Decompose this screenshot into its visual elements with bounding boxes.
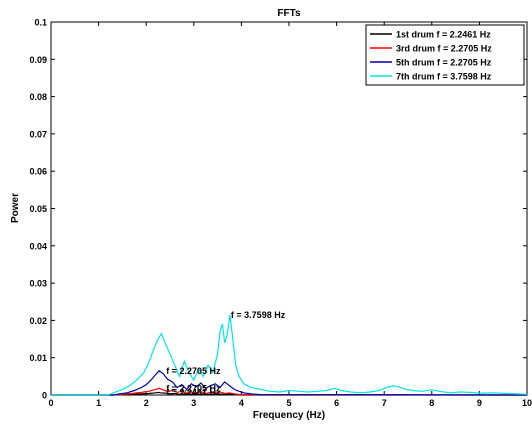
legend-entry: 3rd drum f = 2.2705 Hz	[396, 44, 492, 54]
annotation-layer: f = 3.7598 Hzf = 2.2705 Hzf = 2.2705 Hzf…	[166, 310, 286, 398]
y-tick-label: 0.07	[29, 129, 47, 139]
series-line-4	[51, 314, 528, 396]
legend-entry: 5th drum f = 2.2705 Hz	[396, 58, 492, 68]
x-tick-label: 4	[239, 398, 244, 408]
series-line-2	[51, 387, 528, 396]
y-axis: 0 0.01 0.02 0.03 0.04 0.05 0.06 0.07 0.08 0.09 0.1	[29, 18, 527, 401]
y-tick-label: 0.02	[29, 316, 47, 326]
x-axis-label: Frequency (Hz)	[253, 410, 325, 421]
x-tick-label: 8	[429, 398, 434, 408]
y-tick-label: 0.1	[34, 18, 47, 28]
y-tick-label: 0.04	[29, 241, 47, 251]
peak-annotation: f = 3.7598 Hz	[231, 310, 286, 320]
x-tick-label: 7	[382, 398, 387, 408]
x-tick-label: 1	[96, 398, 101, 408]
peak-annotation: f = 2.2705 Hz	[166, 366, 221, 376]
series-line-1	[51, 391, 527, 396]
y-axis-label: Power	[10, 193, 21, 223]
chart-title: FFTs	[277, 8, 301, 19]
peak-annotation: f = 2.2461 Hz	[166, 387, 221, 397]
x-tick-label: 3	[191, 398, 196, 408]
peak-annotation: f = 2.2705 Hz	[166, 383, 221, 393]
legend: 1st drum f = 2.2461 Hz 3rd drum f = 2.270…	[365, 24, 525, 86]
y-tick-label: 0.03	[29, 279, 47, 289]
y-tick-label: 0	[42, 391, 47, 401]
series-line-3	[51, 370, 528, 396]
x-tick-label: 5	[286, 398, 291, 408]
series-layer	[51, 314, 528, 396]
x-tick-label: 6	[334, 398, 339, 408]
legend-entry: 7th drum f = 3.7598 Hz	[396, 72, 492, 82]
x-tick-label: 2	[144, 398, 149, 408]
x-tick-label: 10	[522, 398, 532, 408]
x-axis: 0 1 2 3 4 5 6 7 8 9 10	[48, 22, 532, 408]
legend-entry: 1st drum f = 2.2461 Hz	[396, 30, 491, 40]
y-tick-label: 0.08	[29, 92, 47, 102]
x-tick-label: 0	[48, 398, 53, 408]
y-tick-label: 0.06	[29, 167, 47, 177]
y-tick-label: 0.05	[29, 204, 47, 214]
y-tick-label: 0.09	[29, 55, 47, 65]
legend-box	[365, 24, 525, 86]
x-tick-label: 9	[477, 398, 482, 408]
y-tick-label: 0.01	[29, 353, 47, 363]
